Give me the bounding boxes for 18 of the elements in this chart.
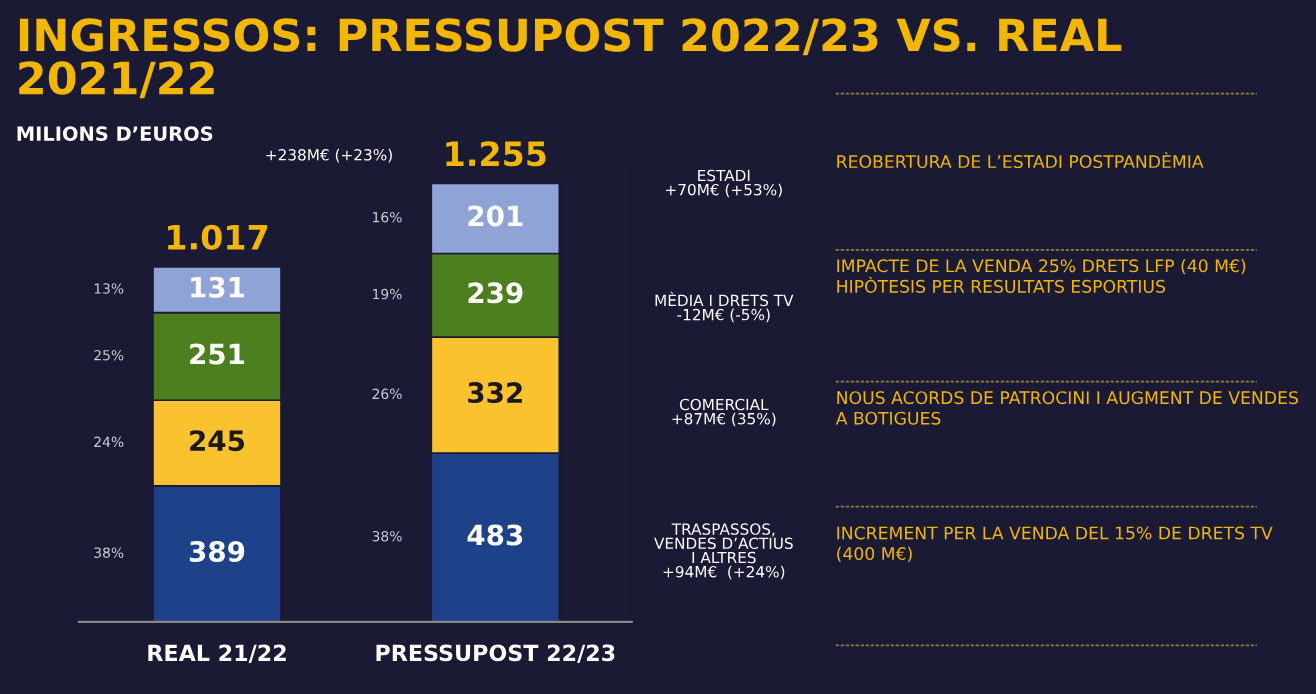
data-label: 245 [190,430,245,452]
total-label: 1.255 [446,141,546,167]
text: NOUS ACORDS DE PATROCINI I AUGMENT DE VENDES A BOTIGUES [835,391,1298,425]
text: IMPACTE DE LA VENDA 25% DRETS LFP (40 M€) HIPÒTESIS PER RESULTATS ESPORTIUS [837,258,1246,293]
data-label: 332 [468,382,522,404]
data-label: 389 [189,540,245,562]
chart-subtitle: MILIONS D’EUROS [17,126,213,141]
chart-title: INGRESSOS: PRESSUPOST 2022/23 VS. REAL 2021/22 [19,18,1122,99]
data-label: 251 [190,343,245,365]
text: INCREMENT PER LA VENDA DEL 15% DE DRETS TV (400 M€) [837,526,1273,563]
x-tick-label: REAL 21/22 [148,644,286,663]
data-label: 483 [467,524,523,546]
text: REOBERTURA DE L’ESTADI POSTPANDÈMIA [837,151,1204,169]
data-label: 201 [468,205,523,227]
total-label: 1.017 [168,224,268,250]
data-label: 131 [191,276,245,298]
x-tick-label: PRESSUPOST 22/23 [376,644,615,663]
data-label: 239 [468,282,523,304]
